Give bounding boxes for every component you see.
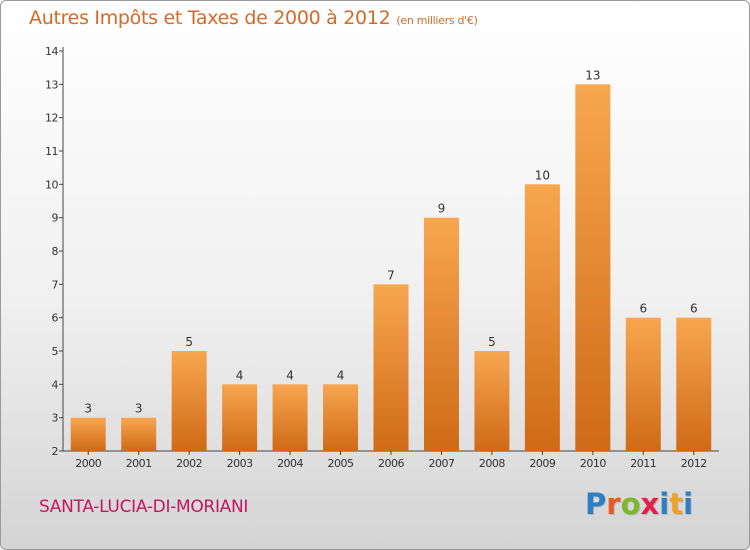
chart-bars xyxy=(70,84,712,452)
logo-letter: P xyxy=(585,487,607,521)
x-tick-label: 2005 xyxy=(328,457,354,470)
logo-letter: i xyxy=(659,487,670,521)
y-tick-label: 10 xyxy=(45,178,58,191)
bar xyxy=(625,317,661,451)
y-tick-label: 12 xyxy=(45,112,58,125)
data-label: 9 xyxy=(438,202,446,216)
data-label: 3 xyxy=(135,402,143,416)
y-tick-label: 8 xyxy=(52,245,59,258)
y-tick-label: 11 xyxy=(45,145,58,158)
data-label: 4 xyxy=(286,368,294,382)
data-label: 4 xyxy=(236,368,244,382)
logo-letter: i xyxy=(683,487,694,521)
bar xyxy=(323,384,359,451)
x-tick-label: 2003 xyxy=(227,457,253,470)
data-label: 10 xyxy=(535,168,550,182)
x-tick-label: 2001 xyxy=(126,457,152,470)
data-label: 5 xyxy=(185,335,193,349)
chart-subtitle: (en milliers d'€) xyxy=(396,14,478,27)
logo-letter: r xyxy=(606,487,621,521)
x-tick-label: 2006 xyxy=(378,457,404,470)
data-label: 5 xyxy=(488,335,496,349)
bar xyxy=(121,417,157,451)
logo-letter: x xyxy=(640,487,660,521)
bar xyxy=(272,384,308,451)
x-tick-label: 2000 xyxy=(75,457,101,470)
y-tick-label: 13 xyxy=(45,78,58,91)
data-label: 13 xyxy=(585,68,600,82)
y-tick-label: 5 xyxy=(52,345,59,358)
town-name: SANTA-LUCIA-DI-MORIANI xyxy=(39,497,249,517)
bar xyxy=(373,284,409,451)
chart-title: Autres Impôts et Taxes de 2000 à 2012 (en… xyxy=(29,7,478,29)
y-tick-label: 2 xyxy=(52,445,59,458)
x-tick-label: 2010 xyxy=(580,457,606,470)
data-label: 6 xyxy=(639,302,647,316)
data-label: 7 xyxy=(387,268,395,282)
proxiti-logo: Proxiti xyxy=(585,487,693,521)
x-tick-label: 2008 xyxy=(479,457,505,470)
data-label: 4 xyxy=(337,368,345,382)
x-tick-label: 2011 xyxy=(630,457,656,470)
bar xyxy=(70,417,106,451)
x-tick-label: 2002 xyxy=(176,457,202,470)
y-tick-label: 3 xyxy=(52,412,59,425)
y-tick-label: 9 xyxy=(52,212,59,225)
bar xyxy=(222,384,258,451)
logo-letter: o xyxy=(620,487,641,521)
bar xyxy=(171,351,207,451)
chart-title-text: Autres Impôts et Taxes de 2000 à 2012 xyxy=(29,7,391,29)
x-tick-label: 2004 xyxy=(277,457,303,470)
y-tick-label: 6 xyxy=(52,312,59,325)
x-tick-label: 2009 xyxy=(529,457,555,470)
y-tick-label: 14 xyxy=(45,45,58,58)
bar xyxy=(676,317,712,451)
data-label: 6 xyxy=(690,302,698,316)
chart-labels: 2000 3 2001 3 2002 5 2003 4 2004 4 2005 4 2006 7 2007 9… xyxy=(75,68,707,470)
y-tick-label: 4 xyxy=(52,378,59,391)
bar xyxy=(423,217,459,451)
bar xyxy=(474,351,510,451)
data-label: 3 xyxy=(84,402,92,416)
logo-letter: t xyxy=(669,487,684,521)
y-tick-label: 7 xyxy=(52,278,59,291)
x-tick-label: 2007 xyxy=(428,457,454,470)
bar xyxy=(524,184,560,452)
bar xyxy=(575,84,611,451)
x-tick-label: 2012 xyxy=(681,457,707,470)
